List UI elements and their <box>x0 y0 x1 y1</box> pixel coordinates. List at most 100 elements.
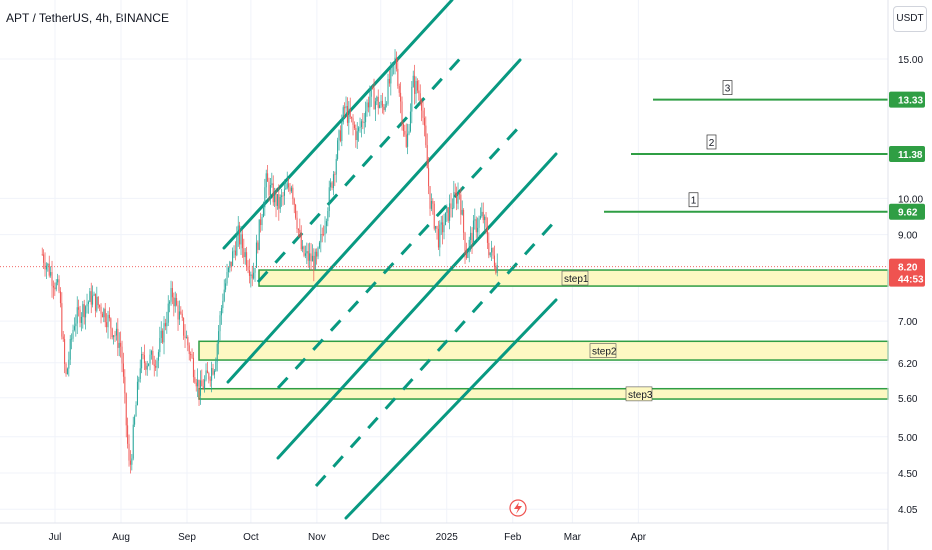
candle-body <box>195 382 197 387</box>
candle-body <box>248 270 250 276</box>
candle-body <box>492 248 494 256</box>
candle-body <box>366 102 368 112</box>
candle-body <box>69 338 71 360</box>
candle-body <box>131 458 133 465</box>
x-tick-label: 2025 <box>436 532 459 543</box>
symbol-title: APT / TetherUS, 4h, BINANCE <box>6 11 169 25</box>
candle-body <box>232 251 234 266</box>
candle-body <box>348 108 350 123</box>
candle-body <box>352 118 354 125</box>
candle-body <box>174 297 176 307</box>
y-tick-label: 4.05 <box>898 505 918 516</box>
candle-body <box>474 219 476 221</box>
candle-body <box>314 251 316 270</box>
candle-body <box>418 90 420 94</box>
candle-body <box>442 222 444 233</box>
target-label-3: 3 <box>725 84 731 95</box>
candle-body <box>153 364 155 367</box>
candle-body <box>436 226 438 229</box>
candle-body <box>408 131 410 134</box>
candle-body <box>397 68 399 87</box>
candle-body <box>150 351 152 355</box>
candle-body <box>76 307 78 324</box>
candle-body <box>178 311 180 320</box>
candle-body <box>320 233 322 243</box>
y-tick-label: 7.00 <box>898 317 918 328</box>
candle-body <box>187 337 189 346</box>
candle-body <box>268 181 270 196</box>
candle-body <box>89 291 91 302</box>
candle-body <box>379 105 381 108</box>
candle-body <box>253 272 255 279</box>
zone-label-box <box>561 270 589 286</box>
channel-dashed-line <box>314 218 558 488</box>
candle-body <box>321 233 323 235</box>
candle-body <box>457 193 459 204</box>
candle-body <box>412 75 414 87</box>
candle-body <box>125 393 127 426</box>
candle-body <box>419 93 421 102</box>
candle-body <box>191 354 193 358</box>
candle-body <box>464 232 466 254</box>
candle-body <box>113 335 115 338</box>
candle-body <box>458 193 460 195</box>
candle-body <box>409 111 411 132</box>
candle-body <box>345 105 347 109</box>
candle-body <box>136 381 138 406</box>
candle-body <box>401 101 403 125</box>
candle-body <box>292 187 294 199</box>
candle-body <box>52 285 54 288</box>
candle-body <box>184 335 186 339</box>
candle-body <box>240 234 242 245</box>
candle-body <box>162 330 164 343</box>
candle-body <box>114 335 116 337</box>
candle-body <box>425 125 427 146</box>
lightning-bolt-icon <box>514 502 522 514</box>
candle-body <box>395 57 397 69</box>
candle-body <box>50 272 52 276</box>
candle-body <box>188 345 190 355</box>
candle-body <box>120 342 122 347</box>
candle-body <box>229 261 231 268</box>
candle-body <box>139 368 141 379</box>
candle-body <box>295 204 297 218</box>
candle-body <box>317 247 319 257</box>
candle-body <box>64 339 66 364</box>
candle-body <box>446 207 448 213</box>
candle-body <box>132 424 134 459</box>
candle-body <box>257 242 259 250</box>
currency-button[interactable]: USDT <box>893 6 927 32</box>
candle-body <box>450 203 452 209</box>
candle-body <box>404 130 406 135</box>
candle-body <box>251 274 253 279</box>
candle-body <box>444 212 446 225</box>
target-label-box <box>688 192 699 208</box>
candle-body <box>208 373 210 380</box>
candle-body <box>461 209 463 215</box>
candle-body <box>359 127 361 128</box>
candle-body <box>261 217 263 226</box>
candle-body <box>276 194 278 206</box>
candle-body <box>160 330 162 339</box>
candle-body <box>100 306 102 314</box>
candle-body <box>216 343 218 362</box>
candle-body <box>451 208 453 209</box>
channel-dashed-line <box>276 124 522 390</box>
support-zone-step2 <box>198 340 889 361</box>
candle-body <box>146 365 148 370</box>
candle-body <box>482 211 484 221</box>
candle-body <box>415 81 417 94</box>
candle-body <box>393 63 395 65</box>
candle-body <box>387 78 389 104</box>
target-label-box <box>706 134 717 150</box>
candle-body <box>118 342 120 348</box>
candle-body <box>141 354 143 369</box>
candle-body <box>447 207 449 221</box>
candle-body <box>80 316 82 323</box>
candle-body <box>129 460 131 465</box>
candle-body <box>222 300 224 309</box>
y-tick-label: 5.00 <box>898 433 918 444</box>
candle-body <box>356 131 358 141</box>
